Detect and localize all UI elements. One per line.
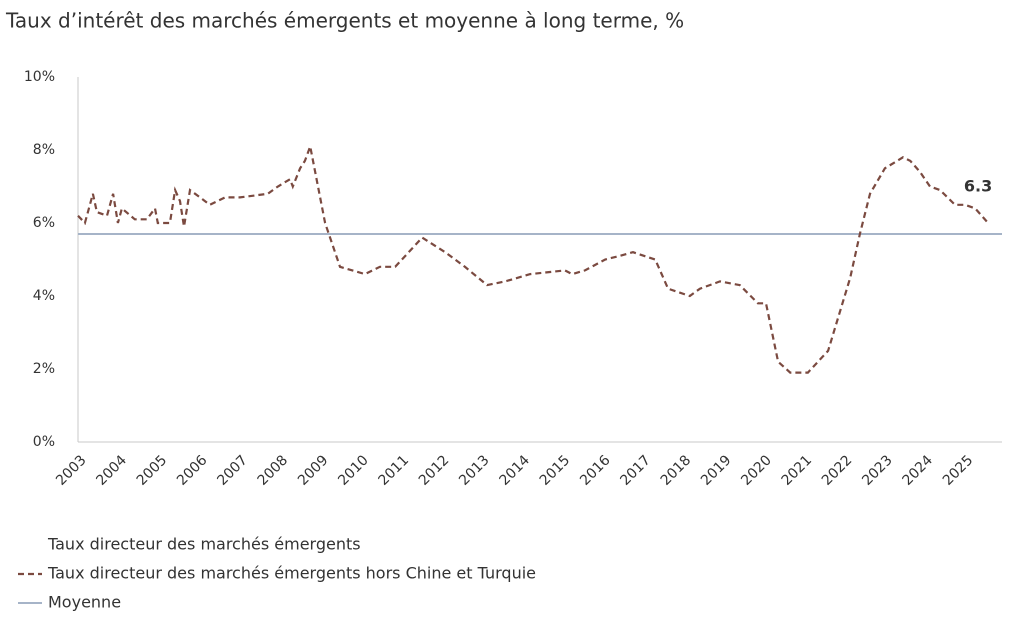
y-tick-label: 10% xyxy=(24,69,55,85)
x-tick-label: 2009 xyxy=(295,452,332,489)
x-tick-label: 2021 xyxy=(779,452,816,489)
x-tick-label: 2024 xyxy=(900,452,937,489)
x-tick-label: 2003 xyxy=(53,452,90,489)
x-tick-label: 2007 xyxy=(214,452,251,489)
x-tick-label: 2011 xyxy=(376,452,413,489)
x-tick-label: 2022 xyxy=(819,452,856,489)
y-tick-label: 4% xyxy=(33,288,55,304)
legend-label: Taux directeur des marchés émergents hor… xyxy=(47,564,536,583)
data-line xyxy=(77,142,989,374)
chart-title: Taux d’intérêt des marchés émergents et … xyxy=(5,9,684,33)
x-tick-label: 2014 xyxy=(496,452,533,489)
x-tick-label: 2006 xyxy=(174,452,211,489)
y-tick-label: 0% xyxy=(33,434,55,450)
x-tick-label: 2025 xyxy=(940,452,977,489)
legend-label: Moyenne xyxy=(48,593,121,612)
x-tick-label: 2023 xyxy=(859,452,896,489)
x-tick-label: 2013 xyxy=(456,452,493,489)
x-tick-label: 2016 xyxy=(577,452,614,489)
y-tick-label: 2% xyxy=(33,361,55,377)
x-tick-label: 2017 xyxy=(617,452,654,489)
x-tick-label: 2015 xyxy=(537,452,574,489)
x-tick-label: 2010 xyxy=(335,452,372,489)
y-tick-label: 6% xyxy=(33,215,55,231)
x-tick-label: 2008 xyxy=(255,452,292,489)
x-tick-label: 2005 xyxy=(134,452,171,489)
annotation: 6.3 xyxy=(964,177,992,196)
x-tick-label: 2020 xyxy=(738,452,775,489)
x-tick-label: 2018 xyxy=(658,452,695,489)
x-tick-label: 2004 xyxy=(93,452,130,489)
y-tick-label: 8% xyxy=(33,142,55,158)
x-tick-label: 2019 xyxy=(698,452,735,489)
legend-label: Taux directeur des marchés émergents xyxy=(47,535,361,554)
x-tick-label: 2012 xyxy=(416,452,453,489)
